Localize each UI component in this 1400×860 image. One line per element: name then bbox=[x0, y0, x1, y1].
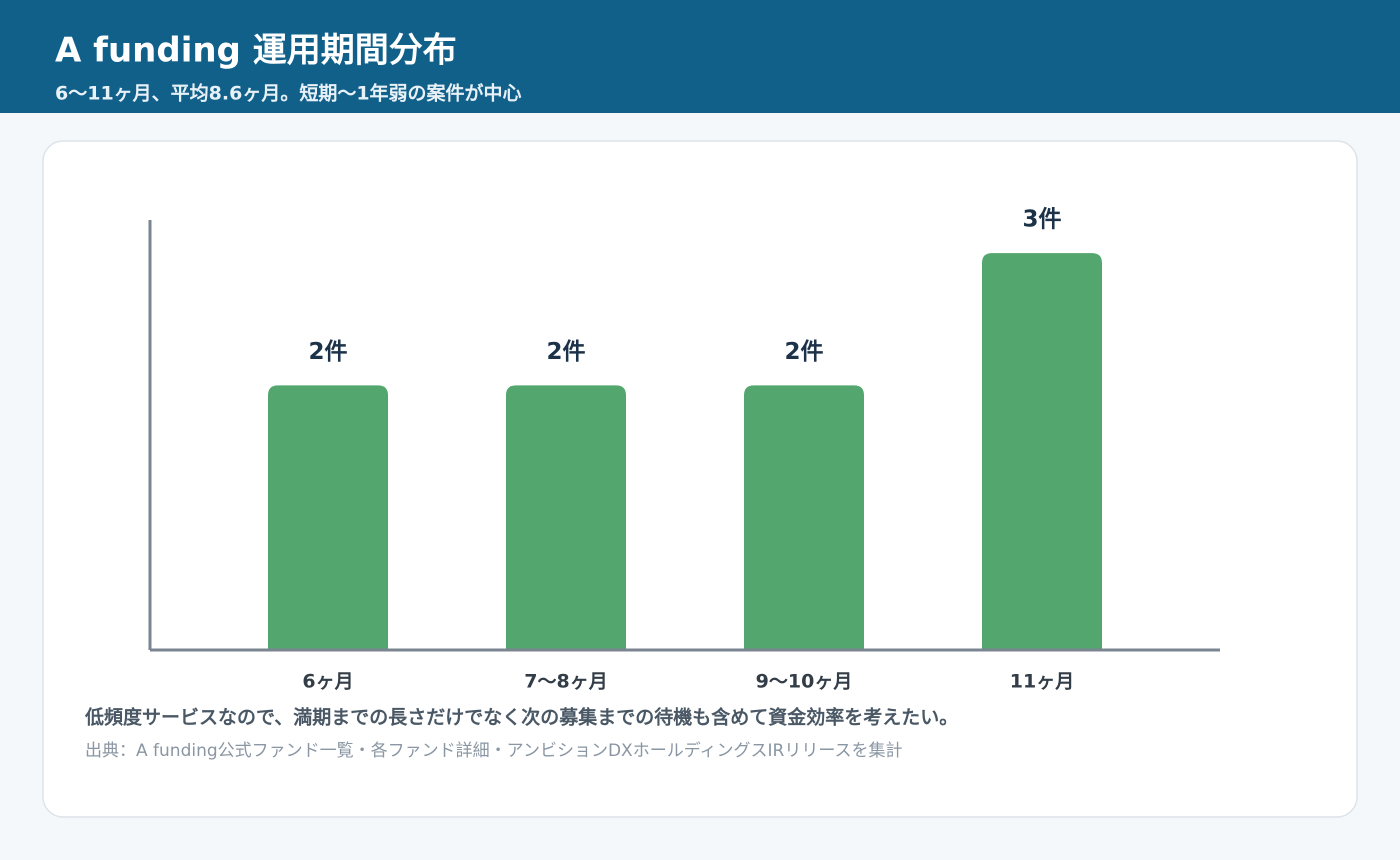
plot-area: 6ヶ月 2件 7〜8ヶ月 2件 9〜10ヶ月 2件 11ヶ月 3件 bbox=[268, 207, 1102, 693]
x-tick-label: 11ヶ月 bbox=[1010, 671, 1074, 693]
header-bar bbox=[0, 0, 1400, 113]
x-tick-label: 7〜8ヶ月 bbox=[524, 671, 607, 693]
value-label: 2件 bbox=[546, 339, 585, 365]
bar bbox=[268, 385, 388, 650]
chart-title: A funding 運用期間分布 bbox=[55, 31, 457, 71]
chart-subtitle: 6〜11ヶ月、平均8.6ヶ月。短期〜1年弱の案件が中心 bbox=[55, 82, 522, 105]
value-label: 2件 bbox=[308, 339, 347, 365]
x-tick-label: 6ヶ月 bbox=[302, 671, 353, 693]
bar bbox=[982, 253, 1102, 651]
value-label: 2件 bbox=[784, 339, 823, 365]
value-label: 3件 bbox=[1022, 207, 1061, 233]
x-tick-label: 9〜10ヶ月 bbox=[756, 671, 853, 693]
note: 低頻度サービスなので、満期までの長さだけでなく次の募集までの待機も含めて資金効率… bbox=[84, 706, 958, 729]
bar bbox=[744, 385, 864, 650]
bar bbox=[506, 385, 626, 650]
source: 出典：A funding公式ファンド一覧・各ファンド詳細・アンビションDXホール… bbox=[85, 740, 903, 761]
